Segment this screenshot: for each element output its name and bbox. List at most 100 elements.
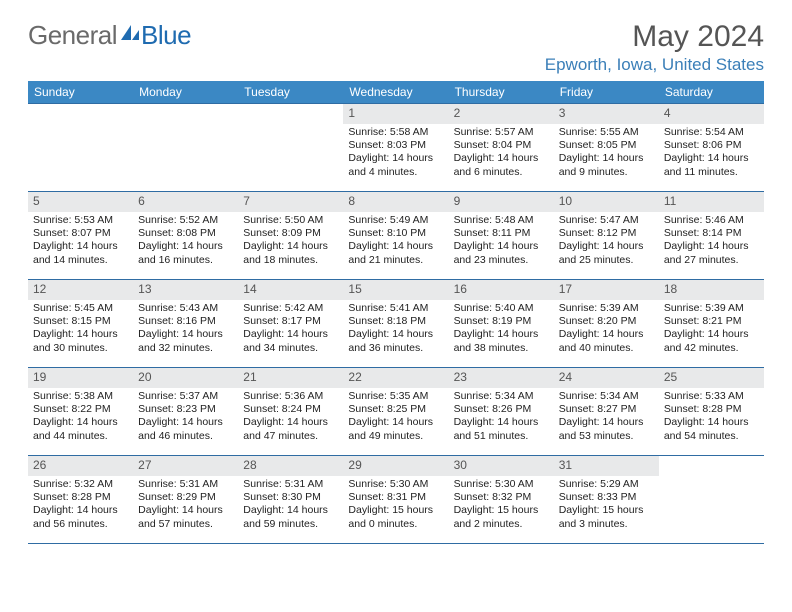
weekday-header: Sunday bbox=[28, 81, 133, 104]
day-details: Sunrise: 5:38 AMSunset: 8:22 PMDaylight:… bbox=[28, 388, 133, 448]
day-details: Sunrise: 5:57 AMSunset: 8:04 PMDaylight:… bbox=[449, 124, 554, 184]
day-details: Sunrise: 5:48 AMSunset: 8:11 PMDaylight:… bbox=[449, 212, 554, 272]
day-number: 15 bbox=[343, 280, 448, 300]
day-number: 26 bbox=[28, 456, 133, 476]
day-details: Sunrise: 5:31 AMSunset: 8:29 PMDaylight:… bbox=[133, 476, 238, 536]
calendar-day-cell: 23Sunrise: 5:34 AMSunset: 8:26 PMDayligh… bbox=[449, 368, 554, 456]
calendar-day-cell: 17Sunrise: 5:39 AMSunset: 8:20 PMDayligh… bbox=[554, 280, 659, 368]
calendar-day-cell: 16Sunrise: 5:40 AMSunset: 8:19 PMDayligh… bbox=[449, 280, 554, 368]
day-number: 5 bbox=[28, 192, 133, 212]
day-details: Sunrise: 5:37 AMSunset: 8:23 PMDaylight:… bbox=[133, 388, 238, 448]
day-details: Sunrise: 5:54 AMSunset: 8:06 PMDaylight:… bbox=[659, 124, 764, 184]
calendar-day-cell: 22Sunrise: 5:35 AMSunset: 8:25 PMDayligh… bbox=[343, 368, 448, 456]
calendar-day-cell bbox=[133, 104, 238, 192]
calendar-head: SundayMondayTuesdayWednesdayThursdayFrid… bbox=[28, 81, 764, 104]
day-details: Sunrise: 5:42 AMSunset: 8:17 PMDaylight:… bbox=[238, 300, 343, 360]
day-details: Sunrise: 5:52 AMSunset: 8:08 PMDaylight:… bbox=[133, 212, 238, 272]
day-number: 20 bbox=[133, 368, 238, 388]
calendar-day-cell: 19Sunrise: 5:38 AMSunset: 8:22 PMDayligh… bbox=[28, 368, 133, 456]
logo-sail-icon bbox=[119, 20, 141, 51]
day-number: 24 bbox=[554, 368, 659, 388]
day-number: 27 bbox=[133, 456, 238, 476]
calendar-day-cell: 4Sunrise: 5:54 AMSunset: 8:06 PMDaylight… bbox=[659, 104, 764, 192]
day-details: Sunrise: 5:29 AMSunset: 8:33 PMDaylight:… bbox=[554, 476, 659, 536]
day-details: Sunrise: 5:45 AMSunset: 8:15 PMDaylight:… bbox=[28, 300, 133, 360]
day-number: 1 bbox=[343, 104, 448, 124]
day-number: 16 bbox=[449, 280, 554, 300]
calendar-body: 1Sunrise: 5:58 AMSunset: 8:03 PMDaylight… bbox=[28, 104, 764, 544]
calendar-week-row: 19Sunrise: 5:38 AMSunset: 8:22 PMDayligh… bbox=[28, 368, 764, 456]
calendar-day-cell: 9Sunrise: 5:48 AMSunset: 8:11 PMDaylight… bbox=[449, 192, 554, 280]
day-details: Sunrise: 5:55 AMSunset: 8:05 PMDaylight:… bbox=[554, 124, 659, 184]
day-number: 11 bbox=[659, 192, 764, 212]
calendar-day-cell: 26Sunrise: 5:32 AMSunset: 8:28 PMDayligh… bbox=[28, 456, 133, 544]
day-details: Sunrise: 5:36 AMSunset: 8:24 PMDaylight:… bbox=[238, 388, 343, 448]
day-number: 10 bbox=[554, 192, 659, 212]
day-number: 30 bbox=[449, 456, 554, 476]
day-number: 4 bbox=[659, 104, 764, 124]
day-details: Sunrise: 5:47 AMSunset: 8:12 PMDaylight:… bbox=[554, 212, 659, 272]
day-details: Sunrise: 5:39 AMSunset: 8:20 PMDaylight:… bbox=[554, 300, 659, 360]
day-details: Sunrise: 5:35 AMSunset: 8:25 PMDaylight:… bbox=[343, 388, 448, 448]
day-number: 2 bbox=[449, 104, 554, 124]
day-number: 21 bbox=[238, 368, 343, 388]
calendar-day-cell bbox=[28, 104, 133, 192]
calendar-day-cell: 27Sunrise: 5:31 AMSunset: 8:29 PMDayligh… bbox=[133, 456, 238, 544]
day-number: 3 bbox=[554, 104, 659, 124]
calendar-day-cell: 31Sunrise: 5:29 AMSunset: 8:33 PMDayligh… bbox=[554, 456, 659, 544]
day-number: 22 bbox=[343, 368, 448, 388]
day-details: Sunrise: 5:49 AMSunset: 8:10 PMDaylight:… bbox=[343, 212, 448, 272]
calendar-day-cell: 7Sunrise: 5:50 AMSunset: 8:09 PMDaylight… bbox=[238, 192, 343, 280]
day-number: 13 bbox=[133, 280, 238, 300]
day-details: Sunrise: 5:32 AMSunset: 8:28 PMDaylight:… bbox=[28, 476, 133, 536]
day-details: Sunrise: 5:58 AMSunset: 8:03 PMDaylight:… bbox=[343, 124, 448, 184]
calendar-day-cell: 30Sunrise: 5:30 AMSunset: 8:32 PMDayligh… bbox=[449, 456, 554, 544]
calendar-day-cell: 6Sunrise: 5:52 AMSunset: 8:08 PMDaylight… bbox=[133, 192, 238, 280]
logo: General Blue bbox=[28, 20, 191, 51]
weekday-header: Friday bbox=[554, 81, 659, 104]
day-details: Sunrise: 5:33 AMSunset: 8:28 PMDaylight:… bbox=[659, 388, 764, 448]
title-block: May 2024 Epworth, Iowa, United States bbox=[545, 20, 764, 75]
calendar-day-cell: 12Sunrise: 5:45 AMSunset: 8:15 PMDayligh… bbox=[28, 280, 133, 368]
day-number: 25 bbox=[659, 368, 764, 388]
calendar-week-row: 26Sunrise: 5:32 AMSunset: 8:28 PMDayligh… bbox=[28, 456, 764, 544]
day-number: 31 bbox=[554, 456, 659, 476]
calendar-day-cell: 29Sunrise: 5:30 AMSunset: 8:31 PMDayligh… bbox=[343, 456, 448, 544]
day-details: Sunrise: 5:30 AMSunset: 8:31 PMDaylight:… bbox=[343, 476, 448, 536]
calendar-day-cell: 2Sunrise: 5:57 AMSunset: 8:04 PMDaylight… bbox=[449, 104, 554, 192]
calendar-day-cell: 10Sunrise: 5:47 AMSunset: 8:12 PMDayligh… bbox=[554, 192, 659, 280]
calendar-day-cell: 20Sunrise: 5:37 AMSunset: 8:23 PMDayligh… bbox=[133, 368, 238, 456]
day-number: 19 bbox=[28, 368, 133, 388]
day-number: 14 bbox=[238, 280, 343, 300]
day-number: 6 bbox=[133, 192, 238, 212]
day-details: Sunrise: 5:53 AMSunset: 8:07 PMDaylight:… bbox=[28, 212, 133, 272]
location-text: Epworth, Iowa, United States bbox=[545, 55, 764, 75]
day-number: 7 bbox=[238, 192, 343, 212]
calendar-day-cell: 3Sunrise: 5:55 AMSunset: 8:05 PMDaylight… bbox=[554, 104, 659, 192]
calendar-day-cell: 25Sunrise: 5:33 AMSunset: 8:28 PMDayligh… bbox=[659, 368, 764, 456]
day-details: Sunrise: 5:30 AMSunset: 8:32 PMDaylight:… bbox=[449, 476, 554, 536]
day-number: 18 bbox=[659, 280, 764, 300]
day-number: 9 bbox=[449, 192, 554, 212]
calendar-day-cell: 1Sunrise: 5:58 AMSunset: 8:03 PMDaylight… bbox=[343, 104, 448, 192]
day-number: 12 bbox=[28, 280, 133, 300]
day-details: Sunrise: 5:43 AMSunset: 8:16 PMDaylight:… bbox=[133, 300, 238, 360]
day-details: Sunrise: 5:40 AMSunset: 8:19 PMDaylight:… bbox=[449, 300, 554, 360]
day-details: Sunrise: 5:34 AMSunset: 8:27 PMDaylight:… bbox=[554, 388, 659, 448]
calendar-day-cell bbox=[238, 104, 343, 192]
day-number: 28 bbox=[238, 456, 343, 476]
calendar-day-cell: 21Sunrise: 5:36 AMSunset: 8:24 PMDayligh… bbox=[238, 368, 343, 456]
calendar-day-cell: 18Sunrise: 5:39 AMSunset: 8:21 PMDayligh… bbox=[659, 280, 764, 368]
day-number: 29 bbox=[343, 456, 448, 476]
weekday-header: Thursday bbox=[449, 81, 554, 104]
day-details: Sunrise: 5:34 AMSunset: 8:26 PMDaylight:… bbox=[449, 388, 554, 448]
weekday-header: Monday bbox=[133, 81, 238, 104]
calendar-week-row: 12Sunrise: 5:45 AMSunset: 8:15 PMDayligh… bbox=[28, 280, 764, 368]
calendar-day-cell: 8Sunrise: 5:49 AMSunset: 8:10 PMDaylight… bbox=[343, 192, 448, 280]
day-number: 8 bbox=[343, 192, 448, 212]
calendar-table: SundayMondayTuesdayWednesdayThursdayFrid… bbox=[28, 81, 764, 544]
calendar-day-cell: 24Sunrise: 5:34 AMSunset: 8:27 PMDayligh… bbox=[554, 368, 659, 456]
calendar-day-cell: 11Sunrise: 5:46 AMSunset: 8:14 PMDayligh… bbox=[659, 192, 764, 280]
day-details: Sunrise: 5:50 AMSunset: 8:09 PMDaylight:… bbox=[238, 212, 343, 272]
day-details: Sunrise: 5:39 AMSunset: 8:21 PMDaylight:… bbox=[659, 300, 764, 360]
